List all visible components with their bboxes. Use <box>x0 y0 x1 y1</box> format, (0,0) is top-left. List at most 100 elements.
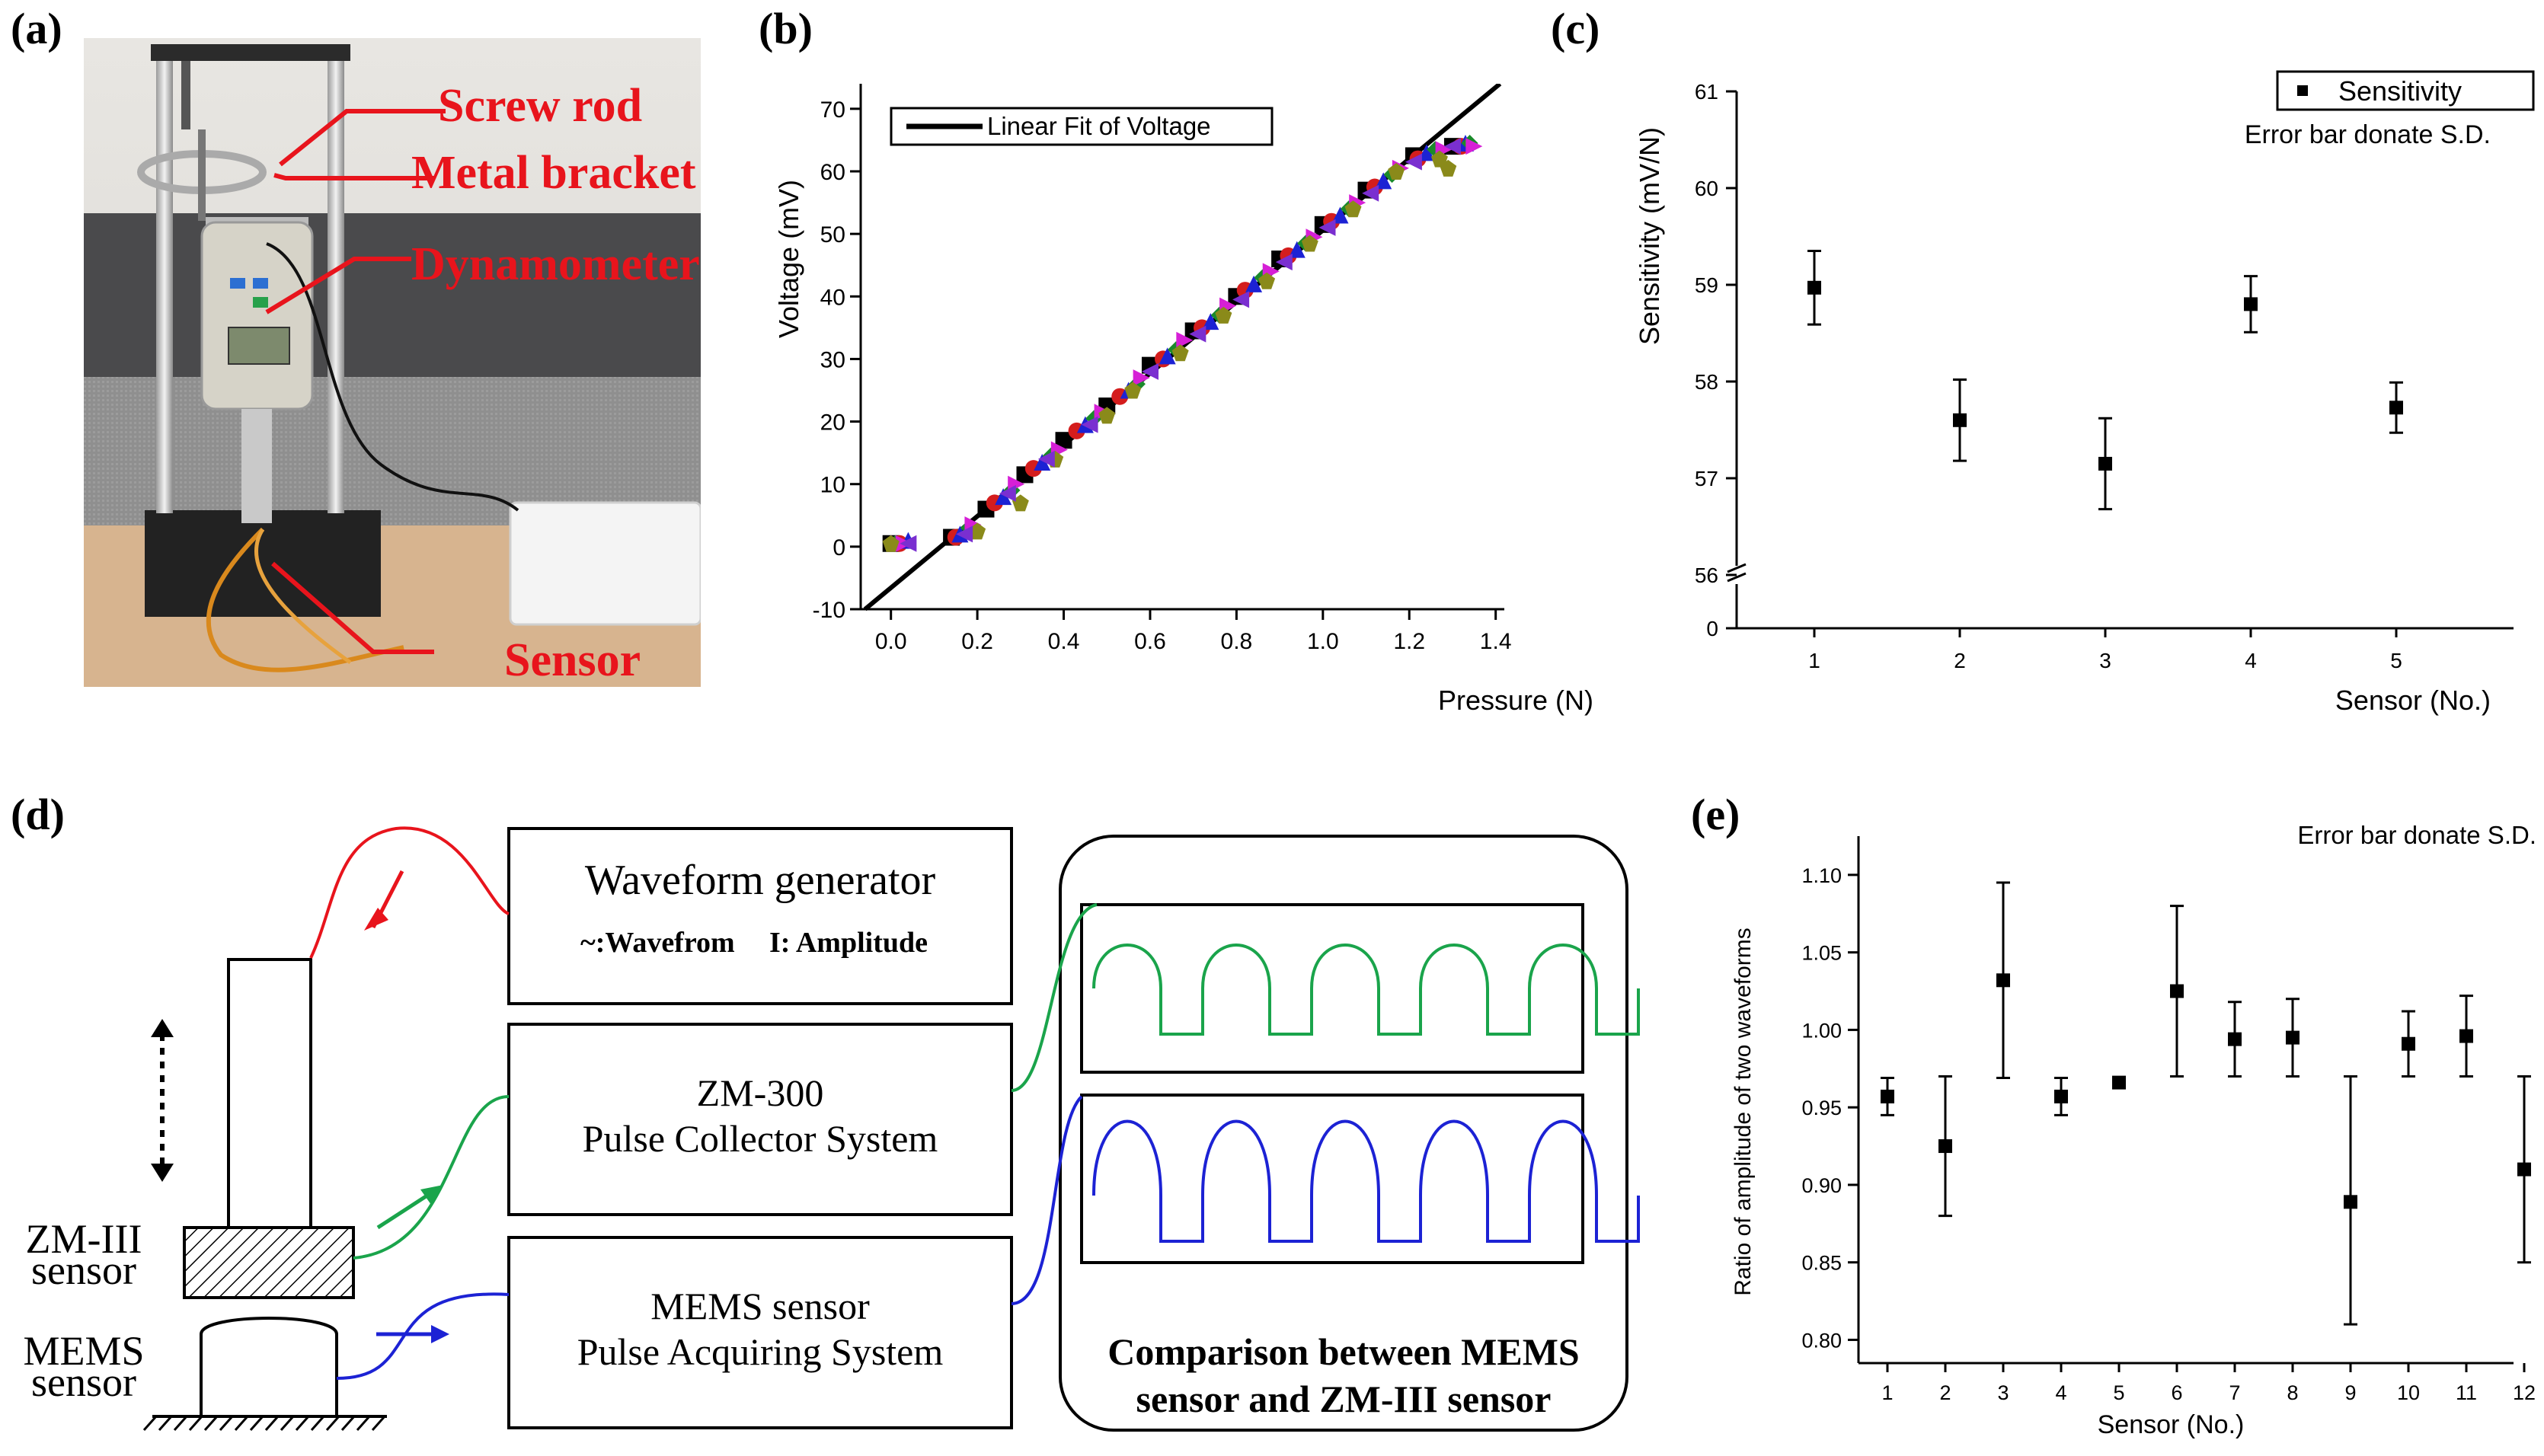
label-metal-bracket: Metal bracket <box>411 147 696 199</box>
chart-c-legend-marker <box>2297 85 2308 96</box>
panel-label-e: (e) <box>1691 790 1740 839</box>
zm300-box <box>507 1023 1013 1216</box>
mems-label: MEMS <box>23 1328 144 1374</box>
chart-b-point <box>1344 200 1362 218</box>
photo-dark-partition <box>84 213 701 377</box>
chart-b-xtick-label: 1.2 <box>1393 629 1425 654</box>
chart-c-ytick-label: 57 <box>1695 467 1718 490</box>
chart-b-point <box>1301 235 1318 252</box>
waveform-sub-amp: I: Amplitude <box>769 927 928 959</box>
photo-handle <box>181 61 190 129</box>
chart-b-ytick-label: 0 <box>833 535 845 560</box>
chart-c-axis-break <box>1727 563 1747 573</box>
chart-e-point <box>2112 1075 2126 1090</box>
ground-hatch-stroke <box>340 1416 356 1431</box>
label-screw-rod: Screw rod <box>438 80 643 132</box>
bracket-pointer <box>273 173 434 180</box>
chart-b-xtick-label: 1.0 <box>1307 629 1339 654</box>
ground-hatch-stroke <box>264 1416 280 1431</box>
chart-c-xtick-label: 3 <box>2099 649 2111 672</box>
chart-b-point <box>1176 331 1194 349</box>
chart-b-ylabel: Voltage (mV) <box>773 180 804 338</box>
panel-label-c: (c) <box>1551 4 1600 53</box>
chart-b-point <box>1202 313 1219 330</box>
chart-b-ytick-label: -10 <box>813 598 845 623</box>
chart-b-point <box>1465 138 1483 155</box>
green-connector <box>353 1095 510 1260</box>
chart-c-sensitivity: 0 56 57 58 59 60 61 1 2 3 4 5 Sensitivity Error bar… <box>1634 70 2535 716</box>
green-arrow-head-icon <box>420 1185 443 1205</box>
chart-b-point <box>969 522 986 540</box>
chart-b-xtick-label: 1.4 <box>1480 629 1512 654</box>
zm300-subtitle: Pulse Collector System <box>583 1117 938 1160</box>
blue-waveform <box>1092 1119 1640 1243</box>
photo-button-blue-2 <box>253 278 268 289</box>
chart-e-point <box>1881 1089 1894 1103</box>
ground-hatch-stroke <box>280 1416 295 1431</box>
chart-b-point <box>1055 432 1072 449</box>
chart-c-xlabel: Sensor (No.) <box>2335 685 2491 716</box>
sensor-pointer <box>271 561 434 654</box>
ground-hatch <box>142 1416 386 1431</box>
chart-c-ytick-zero-label: 0 <box>1706 617 1718 640</box>
chart-e-xtick-label: 3 <box>1997 1381 2009 1404</box>
chart-b-xtick-label: 0.4 <box>1048 629 1080 654</box>
zm300-title: ZM-300 <box>697 1071 824 1114</box>
mems-system-title: MEMS sensor <box>650 1285 870 1327</box>
chart-c-ytick-label: 60 <box>1695 177 1718 200</box>
label-sensor: Sensor <box>504 634 641 686</box>
waveform-title: Waveform generator <box>585 857 936 904</box>
ground-hatch-stroke <box>173 1416 188 1431</box>
chart-e-ylabel: Ratio of amplitude of two waveforms <box>1731 928 1756 1296</box>
photo-button-blue <box>230 278 245 289</box>
chart-b-point <box>1318 219 1336 236</box>
screw-rod-pointer <box>279 109 446 167</box>
ground-hatch-stroke <box>158 1416 173 1431</box>
chart-e-xlabel: Sensor (No.) <box>2098 1410 2245 1439</box>
test-rig-photo <box>84 38 701 687</box>
chart-b-point <box>999 485 1016 503</box>
chart-e-xtick-label: 11 <box>2456 1381 2477 1404</box>
chart-b-xtick-label: 0.0 <box>875 629 907 654</box>
comparison-title: Comparison between MEMS <box>1107 1330 1579 1373</box>
chart-c-legend-label: Sensitivity <box>2338 75 2462 107</box>
chart-b-ytick-label: 60 <box>820 160 845 185</box>
chart-c-xtick-label: 1 <box>1808 649 1820 672</box>
chart-b-point <box>1141 362 1159 380</box>
zm3-label: ZM-III <box>26 1216 142 1262</box>
chart-b-point <box>900 535 917 552</box>
chart-b-point <box>1081 416 1098 433</box>
chart-c-ytick-label: 56 <box>1695 564 1718 587</box>
probe-rod <box>227 958 312 1231</box>
chart-c-legend-box <box>2276 70 2535 111</box>
chart-b-ytick-label: 50 <box>820 222 845 247</box>
photo-stand-base <box>145 510 381 617</box>
chart-e-point <box>2054 1089 2068 1103</box>
photo-white-box <box>509 501 701 626</box>
chart-c-xtick-label: 5 <box>2390 649 2402 672</box>
chart-b-point <box>995 488 1012 506</box>
chart-b-point <box>1124 382 1142 399</box>
chart-b-ytick-label: 40 <box>820 285 845 310</box>
green-waveform <box>1092 944 1640 1036</box>
chart-b-point <box>1331 206 1349 224</box>
green-waveform-box <box>1080 903 1584 1074</box>
chart-b-legend-label: Linear Fit of Voltage <box>987 112 1211 140</box>
chart-b-point <box>1258 272 1276 289</box>
chart-b-point <box>1012 494 1029 512</box>
chart-b-point <box>1405 153 1422 171</box>
ground-hatch-stroke <box>325 1416 340 1431</box>
chart-c-point <box>2098 456 2112 471</box>
chart-e-ytick-label: 1.00 <box>1801 1019 1842 1042</box>
blue-waveform-box <box>1080 1094 1584 1264</box>
chart-b-ytick-label: 10 <box>820 473 845 498</box>
chart-e-xtick-label: 2 <box>1939 1381 1951 1404</box>
chart-b-point <box>1245 275 1263 292</box>
chart-b-point <box>1388 163 1405 180</box>
chart-b-xlabel: Pressure (N) <box>1438 685 1593 716</box>
panel-label-d: (d) <box>11 790 65 839</box>
chart-c-point <box>2244 297 2258 311</box>
chart-e-ytick-label: 0.85 <box>1801 1252 1842 1275</box>
blue-connector <box>336 1292 510 1380</box>
chart-c-xtick-label: 4 <box>2245 649 2257 672</box>
